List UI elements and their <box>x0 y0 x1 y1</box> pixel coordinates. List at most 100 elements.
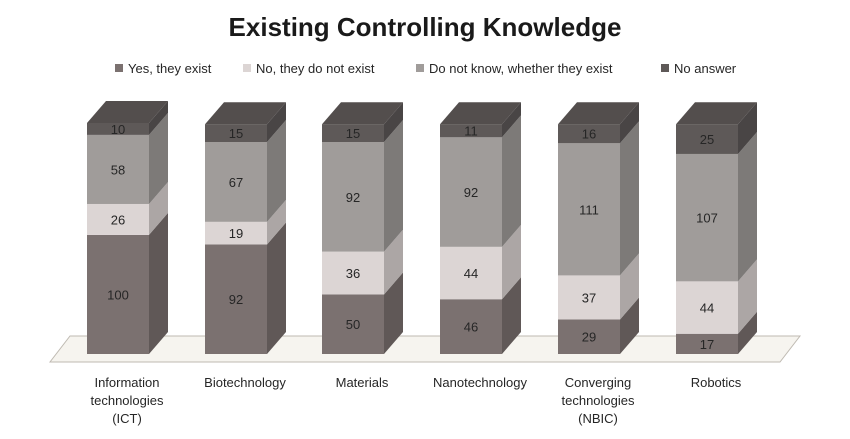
bar-do-not-know-whether-they-exist-robotics <box>676 153 738 282</box>
data-label-yes-they-exist-information-technologies-ict: 100 <box>107 287 129 302</box>
data-label-do-not-know-whether-they-exist-robotics: 107 <box>696 211 718 226</box>
legend-swatch-no-they-do-not-exist <box>243 64 251 72</box>
data-label-no-they-do-not-exist-nanotechnology: 44 <box>464 266 478 281</box>
plot-area: 100 26 58 10 92 19 67 15 50 36 92 15 46 44 92 11 29 37 111… <box>87 101 757 354</box>
data-label-no-answer-information-technologies-ict: 10 <box>111 122 125 137</box>
bar-no-they-do-not-exist-biotechnology <box>205 221 267 245</box>
bar-stack-nanotechnology: 46 44 92 11 <box>440 102 521 354</box>
bar-stack-converging-technologies-nbic: 29 37 111 16 <box>558 102 639 354</box>
bar-side-do-not-know-whether-they-exist-converging-technologies-nbic <box>620 121 639 276</box>
bar-yes-they-exist-biotechnology <box>205 244 267 354</box>
bar-top-nanotechnology <box>440 102 521 125</box>
bar-do-not-know-whether-they-exist-materials <box>322 142 384 252</box>
bar-stack-materials: 50 36 92 15 <box>322 102 403 354</box>
bar-no-answer-nanotechnology <box>440 124 502 138</box>
bar-stack-information-technologies-ict: 100 26 58 10 <box>87 101 168 354</box>
bar-top-robotics <box>676 102 757 125</box>
data-label-yes-they-exist-materials: 50 <box>346 317 360 332</box>
data-label-yes-they-exist-nanotechnology: 46 <box>464 320 478 335</box>
category-label-information-technologies-ict: Information technologies (ICT) <box>91 375 164 426</box>
bar-no-they-do-not-exist-nanotechnology <box>440 246 502 300</box>
bar-side-yes-they-exist-robotics <box>738 311 757 354</box>
category-label-biotechnology: Biotechnology <box>204 375 286 390</box>
data-label-no-answer-nanotechnology: 11 <box>464 124 478 139</box>
legend-swatch-yes-they-exist <box>115 64 123 72</box>
bar-no-answer-information-technologies-ict <box>87 123 149 135</box>
bar-side-no-answer-nanotechnology <box>502 102 521 138</box>
legend-label-no-they-do-not-exist: No, they do not exist <box>256 61 375 76</box>
category-axis: Information technologies (ICT) Biotechnolog… <box>91 375 742 426</box>
category-label-converging-technologies-nbic: Converging technologies (NBIC) <box>562 375 635 426</box>
bar-no-they-do-not-exist-materials <box>322 251 384 295</box>
bar-no-answer-robotics <box>676 124 738 154</box>
bar-side-no-answer-materials <box>384 102 403 143</box>
data-label-yes-they-exist-robotics: 17 <box>700 337 714 352</box>
bar-side-no-they-do-not-exist-materials <box>384 229 403 295</box>
legend-label-do-not-know-whether-they-exist: Do not know, whether they exist <box>429 61 613 76</box>
bar-side-no-they-do-not-exist-biotechnology <box>267 199 286 245</box>
legend-swatch-do-not-know-whether-they-exist <box>416 64 424 72</box>
bar-side-no-answer-converging-technologies-nbic <box>620 102 639 144</box>
bar-side-no-answer-information-technologies-ict <box>149 101 168 135</box>
bar-side-do-not-know-whether-they-exist-information-technologies-ict <box>149 112 168 204</box>
bar-side-do-not-know-whether-they-exist-biotechnology <box>267 120 286 222</box>
data-label-no-they-do-not-exist-materials: 36 <box>346 266 360 281</box>
bar-no-they-do-not-exist-information-technologies-ict <box>87 203 149 235</box>
category-label-nanotechnology: Nanotechnology <box>433 375 527 390</box>
data-label-no-they-do-not-exist-biotechnology: 19 <box>229 226 243 241</box>
data-label-yes-they-exist-converging-technologies-nbic: 29 <box>582 330 596 345</box>
bar-yes-they-exist-robotics <box>676 333 738 354</box>
data-label-no-answer-biotechnology: 15 <box>229 126 243 141</box>
data-label-no-they-do-not-exist-robotics: 44 <box>700 301 714 316</box>
legend-swatch-no-answer <box>661 64 669 72</box>
bar-side-no-they-do-not-exist-nanotechnology <box>502 224 521 300</box>
bar-top-materials <box>322 102 403 125</box>
legend: Yes, they exist No, they do not exist Do n… <box>115 61 737 76</box>
bar-no-answer-materials <box>322 124 384 143</box>
data-label-no-answer-robotics: 25 <box>700 132 714 147</box>
data-label-no-they-do-not-exist-converging-technologies-nbic: 37 <box>582 290 596 305</box>
data-label-no-answer-materials: 15 <box>346 126 360 141</box>
bar-no-they-do-not-exist-converging-technologies-nbic <box>558 275 620 320</box>
data-label-do-not-know-whether-they-exist-converging-technologies-nbic: 111 <box>579 202 599 217</box>
bar-side-no-they-do-not-exist-converging-technologies-nbic <box>620 253 639 320</box>
data-label-do-not-know-whether-they-exist-biotechnology: 67 <box>229 175 243 190</box>
bar-yes-they-exist-converging-technologies-nbic <box>558 319 620 354</box>
bar-no-answer-converging-technologies-nbic <box>558 124 620 144</box>
data-label-do-not-know-whether-they-exist-information-technologies-ict: 58 <box>111 162 125 177</box>
bar-no-answer-biotechnology <box>205 124 267 143</box>
bar-yes-they-exist-materials <box>322 294 384 354</box>
legend-label-yes-they-exist: Yes, they exist <box>128 61 212 76</box>
bar-stack-robotics: 17 44 107 25 <box>676 102 757 354</box>
data-label-do-not-know-whether-they-exist-materials: 92 <box>346 190 360 205</box>
category-label-robotics: Robotics <box>691 375 742 390</box>
bar-do-not-know-whether-they-exist-nanotechnology <box>440 137 502 247</box>
bar-side-do-not-know-whether-they-exist-robotics <box>738 131 757 282</box>
bar-side-yes-they-exist-nanotechnology <box>502 277 521 354</box>
data-label-no-answer-converging-technologies-nbic: 16 <box>582 127 596 142</box>
category-label-materials: Materials <box>336 375 389 390</box>
bar-stack-biotechnology: 92 19 67 15 <box>205 102 286 354</box>
legend-label-no-answer: No answer <box>674 61 737 76</box>
chart-title: Existing Controlling Knowledge <box>229 12 622 42</box>
bar-side-no-answer-robotics <box>738 102 757 154</box>
bar-side-no-answer-biotechnology <box>267 102 286 143</box>
data-label-yes-they-exist-biotechnology: 92 <box>229 292 243 307</box>
bar-side-yes-they-exist-biotechnology <box>267 222 286 354</box>
bar-top-biotechnology <box>205 102 286 125</box>
bar-top-converging-technologies-nbic <box>558 102 639 125</box>
bar-do-not-know-whether-they-exist-information-technologies-ict <box>87 134 149 204</box>
bar-side-yes-they-exist-converging-technologies-nbic <box>620 297 639 354</box>
data-label-do-not-know-whether-they-exist-nanotechnology: 92 <box>464 185 478 200</box>
bar-yes-they-exist-information-technologies-ict <box>87 234 149 354</box>
bar-no-they-do-not-exist-robotics <box>676 281 738 334</box>
bar-side-no-they-do-not-exist-robotics <box>738 259 757 334</box>
bar-side-do-not-know-whether-they-exist-materials <box>384 120 403 252</box>
bar-side-do-not-know-whether-they-exist-nanotechnology <box>502 115 521 247</box>
bar-do-not-know-whether-they-exist-converging-technologies-nbic <box>558 143 620 276</box>
bar-do-not-know-whether-they-exist-biotechnology <box>205 142 267 222</box>
data-label-no-they-do-not-exist-information-technologies-ict: 26 <box>111 212 125 227</box>
bar-top-information-technologies-ict <box>87 101 168 123</box>
bar-side-yes-they-exist-materials <box>384 272 403 354</box>
